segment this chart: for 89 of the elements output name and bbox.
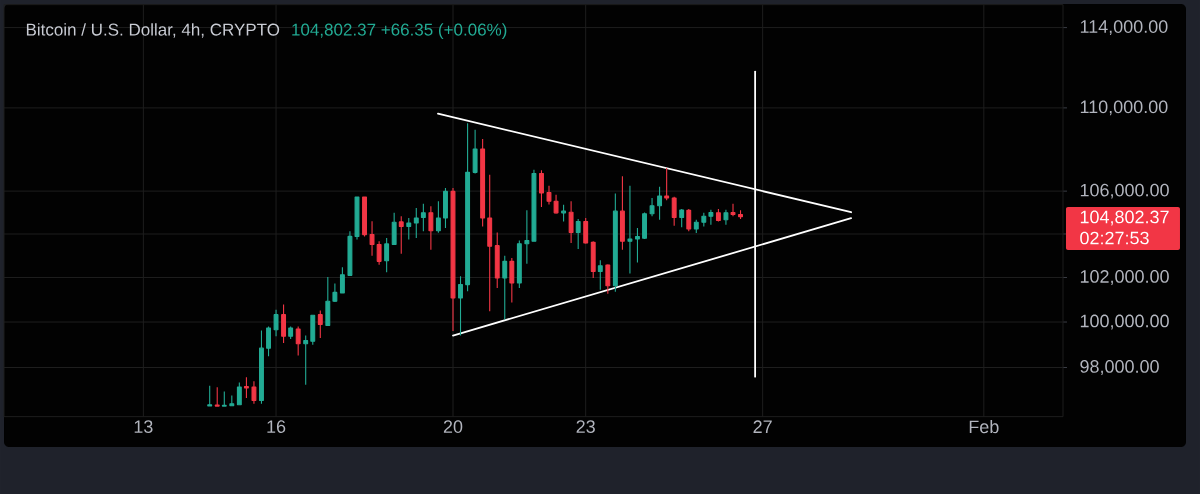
candlestick	[347, 230, 353, 277]
y-tick-label: 100,000.00	[1080, 314, 1169, 330]
candlestick	[642, 211, 647, 240]
candlestick	[214, 386, 220, 408]
text: Bitcoin / U.S. Dollar, 4h, CRYPTO	[26, 23, 280, 38]
candlestick	[649, 197, 655, 217]
candlestick	[207, 385, 213, 407]
candlestick	[420, 203, 426, 232]
candlestick	[480, 138, 486, 227]
candlestick	[531, 169, 537, 243]
y-tick-label: 106,000.00	[1080, 183, 1169, 199]
candlestick	[708, 209, 714, 226]
candlestick	[288, 325, 294, 340]
candlestick	[243, 376, 249, 399]
candlestick	[723, 209, 729, 226]
candlestick	[458, 275, 463, 337]
candlestick	[539, 169, 544, 208]
candlestick	[317, 309, 323, 339]
candlestick	[553, 194, 559, 215]
candlestick	[693, 219, 699, 234]
candlestick	[472, 129, 478, 175]
candlestick	[450, 187, 456, 332]
y-tick-label: 98,000.00	[1080, 360, 1159, 375]
candlestick	[619, 175, 625, 251]
candlestick	[494, 231, 500, 289]
candlestick	[229, 395, 235, 407]
candlestick	[524, 209, 530, 265]
x-tick-label: 13	[134, 420, 153, 433]
y-tick-label: 102,000.00	[1080, 270, 1169, 285]
candlestick	[236, 381, 242, 406]
candlestick	[561, 204, 567, 222]
x-tick-label: 27	[753, 420, 772, 433]
candlestick	[376, 240, 382, 266]
candlestick	[339, 266, 345, 295]
y-tick-label: 114,000.00	[1080, 20, 1168, 36]
y-tick-label: 110,000.00	[1080, 100, 1168, 116]
candlestick	[310, 314, 316, 346]
candlestick	[391, 212, 397, 246]
candlestick	[362, 196, 367, 237]
x-tick-label: 16	[267, 420, 286, 433]
candlestick	[384, 237, 390, 273]
candlestick	[546, 185, 552, 206]
text: 104,802.37 +66.35 (+0.06%)	[292, 23, 507, 40]
candlestick	[701, 212, 707, 227]
candlestick	[266, 325, 271, 357]
candlestick	[354, 196, 360, 241]
candlestick	[435, 200, 441, 234]
candlestick	[679, 208, 685, 228]
candlestick	[715, 208, 721, 222]
candlestick	[332, 282, 338, 303]
candlestick	[686, 208, 692, 232]
candlestick	[664, 167, 670, 201]
candlestick	[465, 122, 471, 292]
candlestick	[509, 257, 515, 303]
candlestick	[398, 215, 404, 255]
candlestick	[281, 304, 287, 344]
candlestick	[369, 220, 375, 257]
candlestick	[295, 325, 301, 357]
candlestick	[627, 185, 633, 275]
text: 104,802.37	[1080, 210, 1169, 226]
candlestick	[671, 196, 677, 227]
candlestick	[583, 217, 589, 245]
candlestick	[413, 207, 419, 239]
text: 02:27:53	[1080, 231, 1149, 245]
candlestick	[428, 205, 434, 251]
candlestick	[303, 334, 309, 386]
candlestick	[325, 276, 331, 327]
candlestick	[590, 240, 596, 279]
candlestick	[273, 309, 279, 337]
x-tick-label: Feb	[969, 419, 999, 434]
candlestick	[406, 217, 412, 241]
candlestick	[443, 187, 448, 229]
candlestick	[502, 255, 508, 321]
candlestick	[575, 218, 581, 250]
candlestick	[487, 174, 493, 312]
candlestick	[738, 209, 743, 220]
candlestick	[251, 380, 257, 405]
candlestick	[634, 227, 640, 263]
candlestick	[516, 239, 522, 289]
candlestick	[605, 263, 611, 295]
candlestick	[221, 390, 227, 408]
candlestick	[568, 200, 574, 244]
candlestick	[657, 186, 663, 221]
candlestick	[612, 192, 618, 293]
x-tick-label: 23	[576, 420, 595, 433]
candlestick	[597, 259, 603, 291]
x-tick-label: 20	[443, 420, 463, 433]
candlestick	[730, 203, 736, 217]
candlestick	[259, 329, 264, 405]
